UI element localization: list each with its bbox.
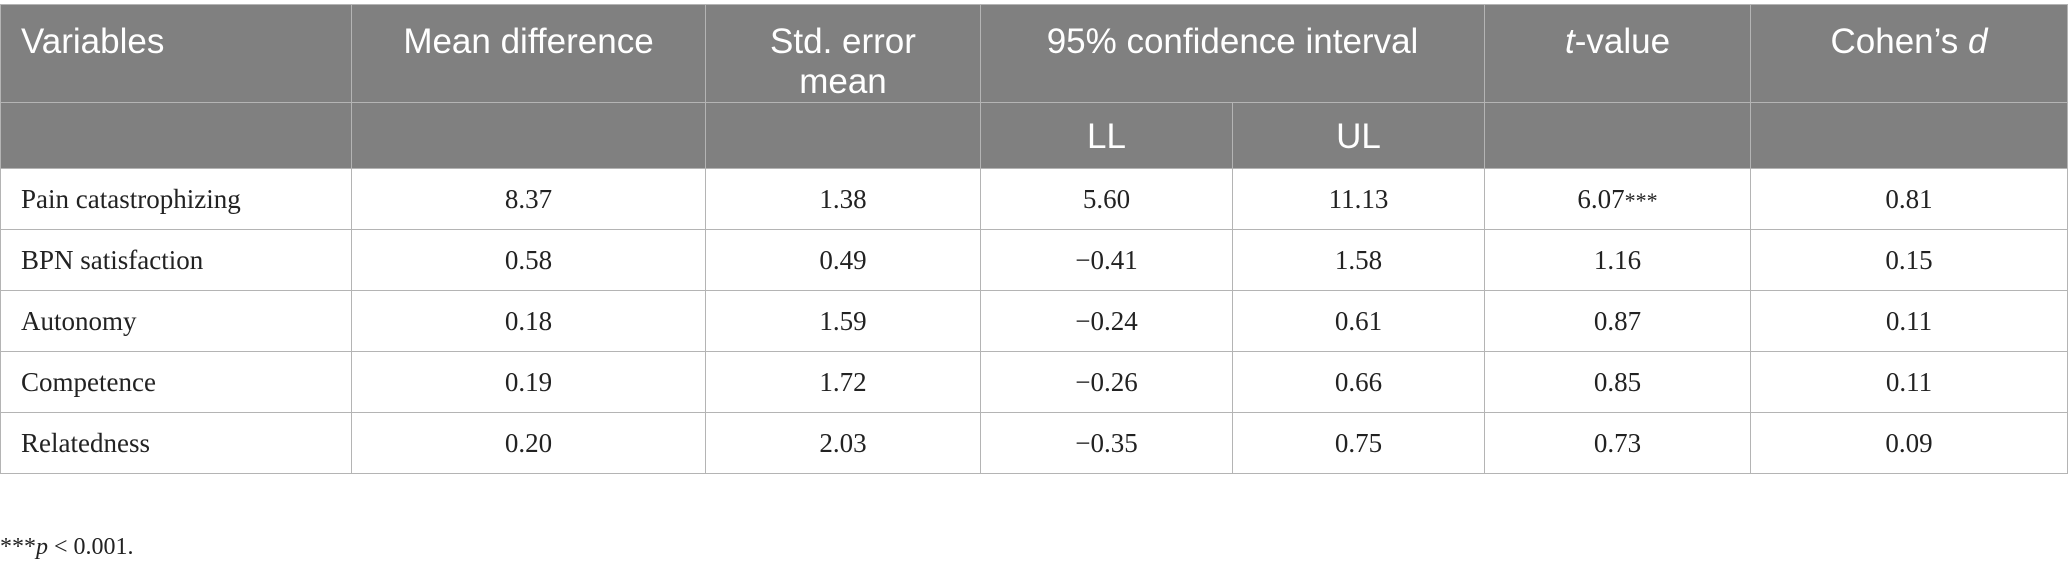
cell-variable: Pain catastrophizing xyxy=(0,168,352,230)
cell-ul: 11.13 xyxy=(1232,168,1485,230)
t-value-number: 6.07 xyxy=(1577,183,1625,214)
cell-ll: −0.35 xyxy=(980,412,1233,474)
header-confidence-interval: 95% confidence interval xyxy=(980,4,1485,103)
cell-mean-difference: 0.18 xyxy=(351,290,706,352)
table-row: Pain catastrophizing 8.37 1.38 5.60 11.1… xyxy=(0,168,2068,230)
header-ul: UL xyxy=(1232,102,1485,169)
header-row-1: Variables Mean difference Std. error mean… xyxy=(0,4,2068,103)
cell-variable: Relatedness xyxy=(0,412,352,474)
cell-mean-difference: 0.58 xyxy=(351,229,706,291)
t-value-number: 0.73 xyxy=(1593,427,1642,458)
header-ll: LL xyxy=(980,102,1233,169)
header-variables: Variables xyxy=(0,4,352,103)
header-mean-difference: Mean difference xyxy=(351,4,706,103)
header-std-error-mean: Std. error mean xyxy=(705,4,981,103)
cell-ul: 1.58 xyxy=(1232,229,1485,291)
header-std-error-line1: Std. error xyxy=(770,22,916,61)
table-row: BPN satisfaction 0.58 0.49 −0.41 1.58 1.… xyxy=(0,229,2068,291)
cell-ll: 5.60 xyxy=(980,168,1233,230)
cell-ul: 0.66 xyxy=(1232,351,1485,413)
t-value-number: 1.16 xyxy=(1593,244,1642,275)
header-empty-3 xyxy=(705,102,981,169)
cell-cohens-d: 0.81 xyxy=(1750,168,2068,230)
cell-t-value: 6.07*** xyxy=(1484,168,1751,230)
cell-mean-difference: 0.20 xyxy=(351,412,706,474)
header-std-error-line2: mean xyxy=(799,62,887,101)
cell-std-error: 1.72 xyxy=(705,351,981,413)
cell-std-error: 1.59 xyxy=(705,290,981,352)
header-cohens-italic: d xyxy=(1968,22,1988,61)
header-row-2: LL UL xyxy=(0,102,2068,169)
cell-cohens-d: 0.11 xyxy=(1750,351,2068,413)
header-empty-1 xyxy=(0,102,352,169)
cell-ll: −0.24 xyxy=(980,290,1233,352)
cell-cohens-d: 0.15 xyxy=(1750,229,2068,291)
cell-std-error: 2.03 xyxy=(705,412,981,474)
table-row: Autonomy 0.18 1.59 −0.24 0.61 0.87 0.11 xyxy=(0,290,2068,352)
cell-cohens-d: 0.09 xyxy=(1750,412,2068,474)
cell-variable: Competence xyxy=(0,351,352,413)
table-header: Variables Mean difference Std. error mean… xyxy=(0,4,2068,169)
table-row: Relatedness 0.20 2.03 −0.35 0.75 0.73 0.… xyxy=(0,412,2068,474)
header-empty-5 xyxy=(1750,102,2068,169)
header-cohens-prefix: Cohen’s xyxy=(1830,22,1969,61)
cell-t-value: 0.73 xyxy=(1484,412,1751,474)
significance-stars: *** xyxy=(1624,187,1658,213)
cell-std-error: 1.38 xyxy=(705,168,981,230)
cell-mean-difference: 8.37 xyxy=(351,168,706,230)
header-t-rest: -value xyxy=(1574,22,1671,61)
table-footnote: ***p < 0.001. xyxy=(0,534,134,561)
cell-ul: 0.75 xyxy=(1232,412,1485,474)
results-table-container: Variables Mean difference Std. error mean… xyxy=(0,4,2068,474)
cell-variable: Autonomy xyxy=(0,290,352,352)
header-empty-2 xyxy=(351,102,706,169)
header-empty-4 xyxy=(1484,102,1751,169)
footnote-p: p xyxy=(36,534,48,560)
footnote-stars: *** xyxy=(0,534,36,560)
cell-cohens-d: 0.11 xyxy=(1750,290,2068,352)
cell-std-error: 0.49 xyxy=(705,229,981,291)
cell-ll: −0.26 xyxy=(980,351,1233,413)
header-t-value: t-value xyxy=(1484,4,1751,103)
header-cohens-d: Cohen’s d xyxy=(1750,4,2068,103)
t-value-number: 0.87 xyxy=(1593,305,1642,336)
results-table: Variables Mean difference Std. error mean… xyxy=(0,4,2068,474)
t-value-number: 0.85 xyxy=(1593,366,1642,397)
cell-t-value: 0.87 xyxy=(1484,290,1751,352)
cell-t-value: 0.85 xyxy=(1484,351,1751,413)
cell-mean-difference: 0.19 xyxy=(351,351,706,413)
header-t-italic: t xyxy=(1564,22,1575,61)
cell-ll: −0.41 xyxy=(980,229,1233,291)
cell-ul: 0.61 xyxy=(1232,290,1485,352)
footnote-rest: < 0.001. xyxy=(48,534,134,560)
cell-t-value: 1.16 xyxy=(1484,229,1751,291)
table-body: Pain catastrophizing 8.37 1.38 5.60 11.1… xyxy=(0,168,2068,474)
cell-variable: BPN satisfaction xyxy=(0,229,352,291)
table-row: Competence 0.19 1.72 −0.26 0.66 0.85 0.1… xyxy=(0,351,2068,413)
